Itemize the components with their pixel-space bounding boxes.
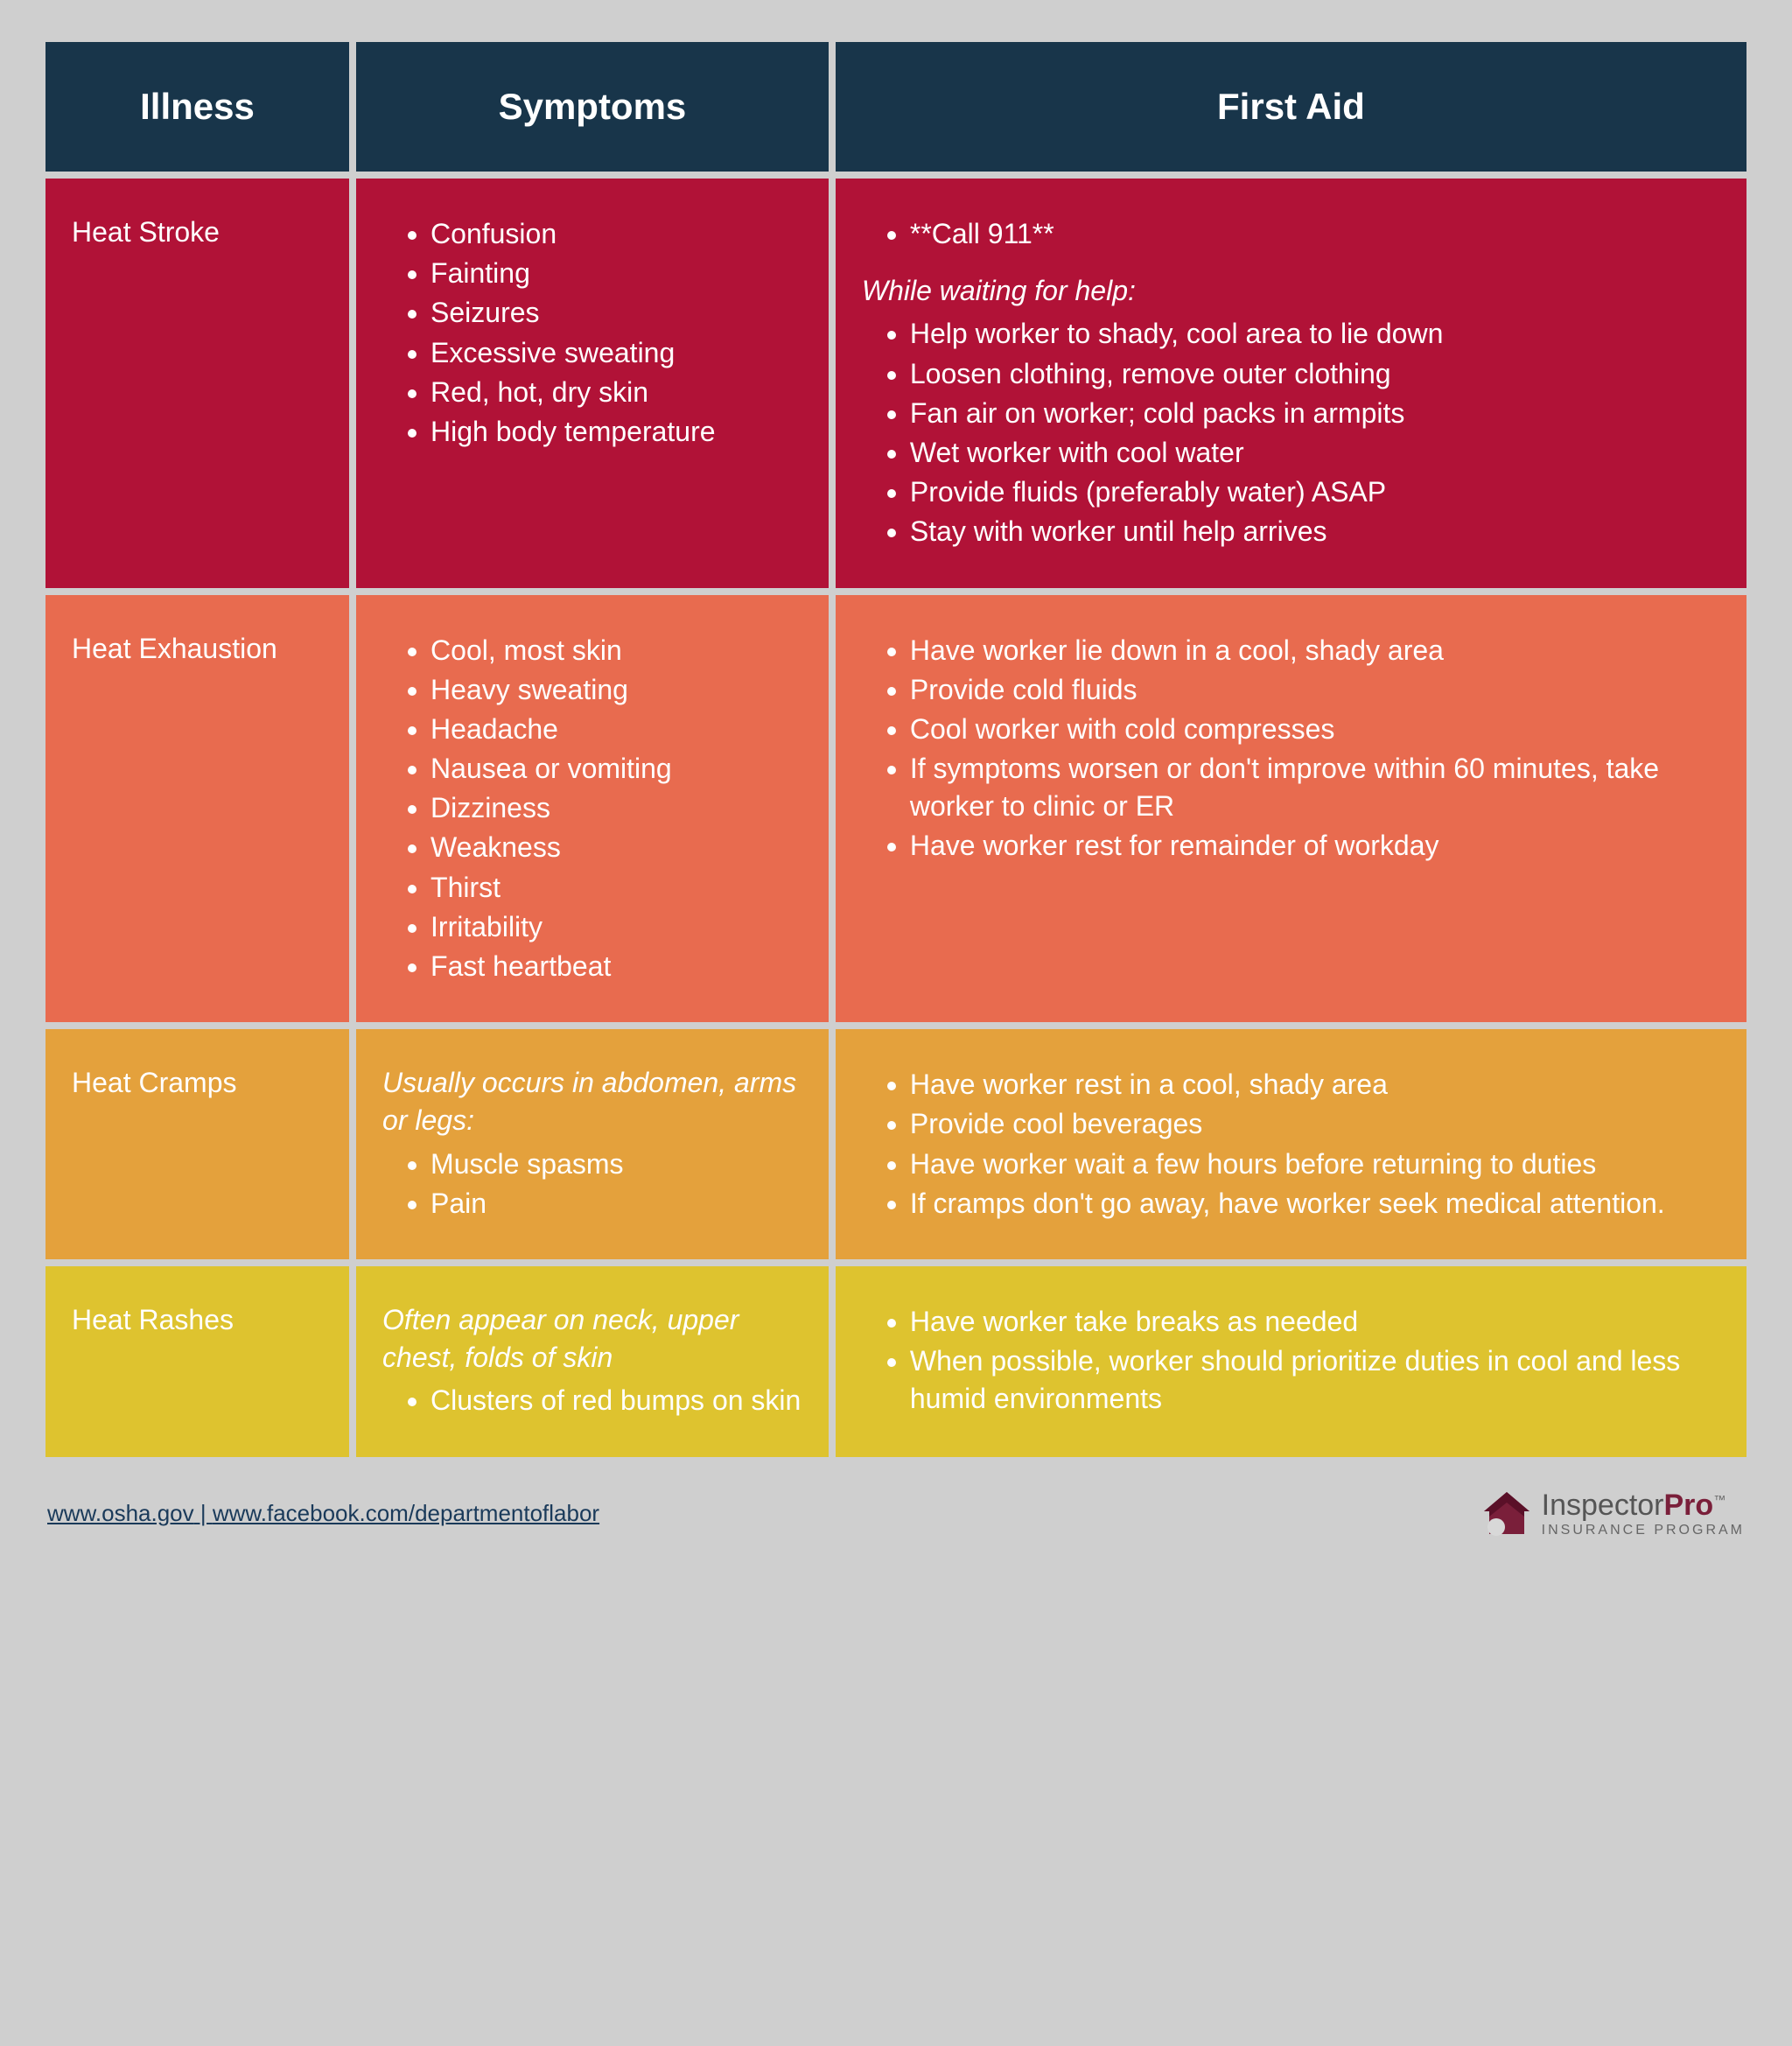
list-item: Fainting: [430, 255, 802, 292]
table-header-row: Illness Symptoms First Aid: [46, 42, 1746, 172]
list-item: Provide cold fluids: [910, 671, 1720, 709]
table-row: Heat Rashes Often appear on neck, upper c…: [46, 1266, 1746, 1457]
symptoms-list: Cool, most skinHeavy sweatingHeadacheNau…: [382, 632, 802, 986]
list-item: Provide cool beverages: [910, 1105, 1720, 1143]
list-item: Have worker take breaks as needed: [910, 1303, 1720, 1341]
list-item: Cool, most skin: [430, 632, 802, 669]
firstaid-list: Have worker rest in a cool, shady areaPr…: [862, 1066, 1720, 1223]
symptoms-cell: Often appear on neck, upper chest, folds…: [356, 1266, 829, 1457]
firstaid-cell: Have worker lie down in a cool, shady ar…: [836, 595, 1746, 1023]
list-item: Have worker wait a few hours before retu…: [910, 1146, 1720, 1183]
illness-cell: Heat Cramps: [46, 1029, 349, 1259]
inspectorpro-logo: InspectorPro™ INSURANCE PROGRAM: [1480, 1490, 1745, 1538]
list-item: **Call 911**: [910, 215, 1720, 253]
symptoms-list: ConfusionFaintingSeizuresExcessive sweat…: [382, 215, 802, 451]
list-item: Red, hot, dry skin: [430, 374, 802, 411]
list-item: Loosen clothing, remove outer clothing: [910, 355, 1720, 393]
list-item: Nausea or vomiting: [430, 750, 802, 788]
list-item: Have worker rest for remainder of workda…: [910, 827, 1720, 865]
list-item: Provide fluids (preferably water) ASAP: [910, 473, 1720, 511]
list-item: Pain: [430, 1185, 802, 1223]
list-item: Have worker rest in a cool, shady area: [910, 1066, 1720, 1104]
firstaid-cell: Have worker take breaks as neededWhen po…: [836, 1266, 1746, 1457]
firstaid-top-list: **Call 911**: [862, 215, 1720, 253]
table-row: Heat CrampsUsually occurs in abdomen, ar…: [46, 1029, 1746, 1259]
illness-cell: Heat Stroke: [46, 179, 349, 588]
footer-link-osha[interactable]: www.osha.gov: [47, 1500, 194, 1526]
firstaid-lead: While waiting for help:: [862, 272, 1720, 310]
list-item: Seizures: [430, 294, 802, 332]
symptoms-lead: Usually occurs in abdomen, arms or legs:: [382, 1064, 802, 1139]
list-item: High body temperature: [430, 413, 802, 451]
firstaid-cell: **Call 911** While waiting for help: Help …: [836, 179, 1746, 588]
symptoms-cell: Usually occurs in abdomen, arms or legs:…: [356, 1029, 829, 1259]
list-item: Excessive sweating: [430, 334, 802, 372]
symptoms-list: Clusters of red bumps on skin: [382, 1382, 802, 1419]
list-item: Confusion: [430, 215, 802, 253]
symptoms-cell: ConfusionFaintingSeizuresExcessive sweat…: [356, 179, 829, 588]
header-symptoms: Symptoms: [356, 42, 829, 172]
list-item: Headache: [430, 711, 802, 748]
symptoms-list: Muscle spasmsPain: [382, 1146, 802, 1223]
logo-prefix: Inspector: [1542, 1489, 1664, 1522]
list-item: Fan air on worker; cold packs in armpits: [910, 395, 1720, 432]
logo-suffix: Pro: [1664, 1489, 1714, 1522]
heat-illness-table: Illness Symptoms First Aid Heat StrokeCo…: [38, 35, 1754, 1464]
table-row: Heat StrokeConfusionFaintingSeizuresExce…: [46, 179, 1746, 588]
footer-link-facebook[interactable]: www.facebook.com/departmentoflabor: [213, 1500, 599, 1526]
list-item: If symptoms worsen or don't improve with…: [910, 750, 1720, 825]
footer: www.osha.gov | www.facebook.com/departme…: [38, 1490, 1754, 1538]
list-item: When possible, worker should prioritize …: [910, 1342, 1720, 1418]
list-item: Heavy sweating: [430, 671, 802, 709]
list-item: Muscle spasms: [430, 1146, 802, 1183]
header-illness: Illness: [46, 42, 349, 172]
illness-cell: Heat Exhaustion: [46, 595, 349, 1023]
table-row: Heat ExhaustionCool, most skinHeavy swea…: [46, 595, 1746, 1023]
illness-cell: Heat Rashes: [46, 1266, 349, 1457]
firstaid-list: Help worker to shady, cool area to lie d…: [862, 315, 1720, 550]
list-item: Fast heartbeat: [430, 948, 802, 985]
logo-subtitle: INSURANCE PROGRAM: [1542, 1524, 1745, 1538]
firstaid-cell: Have worker rest in a cool, shady areaPr…: [836, 1029, 1746, 1259]
list-item: Have worker lie down in a cool, shady ar…: [910, 632, 1720, 669]
logo-text-main: InspectorPro™: [1542, 1490, 1745, 1520]
list-item: Thirst: [430, 869, 802, 907]
symptoms-cell: Cool, most skinHeavy sweatingHeadacheNau…: [356, 595, 829, 1023]
firstaid-list: Have worker lie down in a cool, shady ar…: [862, 632, 1720, 865]
list-item: Stay with worker until help arrives: [910, 513, 1720, 550]
footer-links: www.osha.gov | www.facebook.com/departme…: [47, 1500, 599, 1527]
firstaid-list: Have worker take breaks as neededWhen po…: [862, 1303, 1720, 1419]
list-item: Weakness: [430, 829, 802, 866]
logo-tm: ™: [1713, 1492, 1726, 1506]
list-item: Clusters of red bumps on skin: [430, 1382, 802, 1419]
symptoms-lead: Often appear on neck, upper chest, folds…: [382, 1301, 802, 1377]
list-item: Irritability: [430, 908, 802, 946]
list-item: Dizziness: [430, 789, 802, 827]
header-firstaid: First Aid: [836, 42, 1746, 172]
list-item: Wet worker with cool water: [910, 434, 1720, 472]
house-icon: [1480, 1490, 1533, 1538]
footer-link-separator: |: [194, 1500, 213, 1526]
list-item: Help worker to shady, cool area to lie d…: [910, 315, 1720, 353]
list-item: Cool worker with cold compresses: [910, 711, 1720, 748]
list-item: If cramps don't go away, have worker see…: [910, 1185, 1720, 1223]
